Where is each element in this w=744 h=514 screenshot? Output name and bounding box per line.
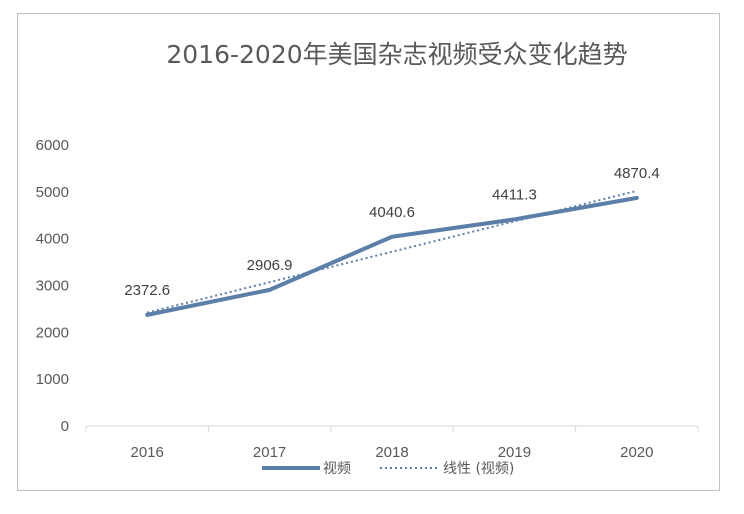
y-tick-label: 3000 [36, 278, 69, 295]
data-label: 4870.4 [614, 165, 660, 182]
y-tick-label: 6000 [36, 137, 69, 154]
y-tick-label: 1000 [36, 371, 69, 388]
data-label: 2906.9 [247, 257, 293, 274]
y-tick-label: 4000 [36, 231, 69, 248]
x-tick-label: 2017 [253, 444, 286, 461]
axes: 2016 2017 2018 2019 2020 0 1000 2000 3000 4000 500… [36, 137, 699, 461]
data-labels: 2372.6 2906.9 4040.6 4411.3 4870.4 [124, 165, 659, 299]
data-label: 4411.3 [492, 186, 537, 203]
legend: 视频 线性 (视频) [262, 461, 514, 477]
chart-frame [17, 13, 720, 491]
x-tick-label: 2019 [498, 444, 531, 461]
series-lines [145, 195, 639, 317]
chart-title: 2016-2020年美国杂志视频受众变化趋势 [166, 40, 627, 69]
series-line [145, 195, 639, 317]
x-tick-label: 2020 [620, 444, 653, 461]
y-tick-label: 5000 [36, 184, 69, 201]
data-label: 4040.6 [369, 204, 415, 221]
y-tick-label: 2000 [36, 324, 69, 341]
y-tick-label: 0 [61, 418, 69, 435]
x-tick-label: 2016 [131, 444, 164, 461]
legend-label-series: 视频 [323, 461, 351, 477]
x-tick-label: 2018 [375, 444, 408, 461]
legend-label-trendline: 线性 (视频) [443, 461, 514, 477]
data-label: 2372.6 [124, 282, 170, 299]
